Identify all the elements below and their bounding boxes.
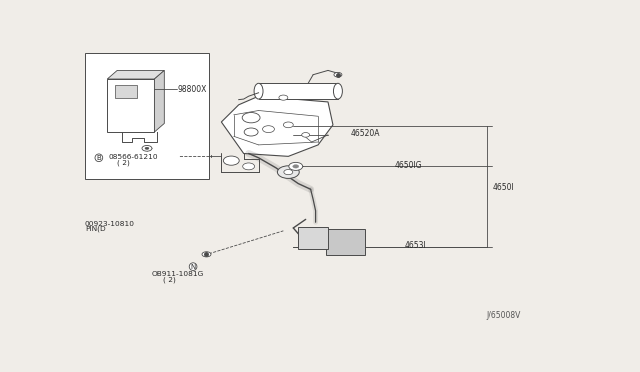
Text: 98800X: 98800X <box>178 84 207 93</box>
Circle shape <box>289 162 303 170</box>
Text: ( 2): ( 2) <box>163 277 176 283</box>
Bar <box>85 53 209 179</box>
Circle shape <box>301 132 310 137</box>
Polygon shape <box>154 70 164 132</box>
Text: 4653I: 4653I <box>405 241 427 250</box>
Circle shape <box>243 163 255 170</box>
Circle shape <box>284 122 293 128</box>
Text: ( 2): ( 2) <box>117 160 130 166</box>
Text: PIN(D: PIN(D <box>85 226 106 232</box>
Circle shape <box>334 73 342 77</box>
Circle shape <box>279 95 288 100</box>
Polygon shape <box>326 230 365 255</box>
Circle shape <box>244 128 258 136</box>
Text: 4650IG: 4650IG <box>395 161 422 170</box>
Circle shape <box>145 147 149 150</box>
Circle shape <box>223 156 239 165</box>
Polygon shape <box>108 70 164 79</box>
Ellipse shape <box>333 83 342 99</box>
Bar <box>259 83 338 99</box>
Circle shape <box>292 165 299 168</box>
Text: OB911-1081G: OB911-1081G <box>152 271 204 278</box>
Bar <box>108 79 154 132</box>
Text: N: N <box>191 264 196 270</box>
Text: 46520A: 46520A <box>350 129 380 138</box>
Circle shape <box>284 170 292 175</box>
Text: B: B <box>97 155 101 161</box>
Circle shape <box>277 166 300 179</box>
Ellipse shape <box>254 83 263 99</box>
Bar <box>115 85 137 97</box>
Circle shape <box>262 126 275 132</box>
Circle shape <box>142 145 152 151</box>
Polygon shape <box>221 96 333 156</box>
Text: 4650I: 4650I <box>493 183 515 192</box>
Circle shape <box>202 252 211 257</box>
Text: J/65008V: J/65008V <box>486 311 521 320</box>
Circle shape <box>242 112 260 123</box>
Text: 00923-10810: 00923-10810 <box>85 221 135 227</box>
Polygon shape <box>298 227 328 250</box>
Text: 08566-61210: 08566-61210 <box>109 154 158 160</box>
